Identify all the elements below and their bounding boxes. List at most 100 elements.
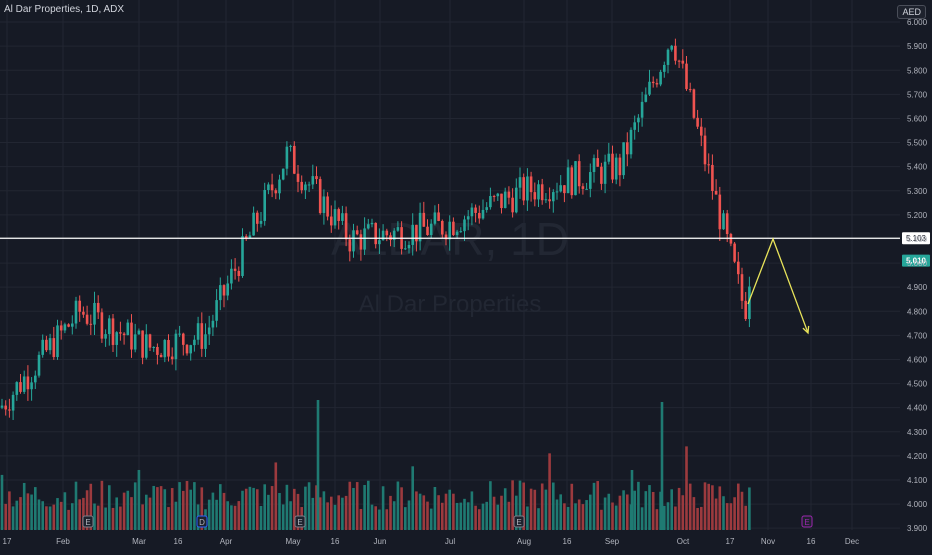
volume-bar [4,503,7,530]
candle-body [348,239,352,252]
volume-bar [344,495,348,530]
volume-bar [744,505,747,530]
volume-bar [115,497,118,530]
candle-body [692,89,696,118]
volume-bar [37,499,41,530]
candle-body [725,213,729,235]
volume-bar [548,453,551,530]
price-axis[interactable]: 6.000 5.900 5.800 5.700 5.600 5.500 5.400 5.300… [907,18,928,533]
candle-body [626,142,629,155]
candle-body [489,196,492,208]
candle-body [285,146,289,169]
candle-body [744,300,747,320]
candle-body [637,117,640,123]
candle-body [189,345,192,354]
time-axis[interactable]: 17 Feb Mar 16 Apr May 16 Jun Jul Aug 16 Sep Oct 17 Nov… [3,537,860,546]
time-tick-label: May [285,537,300,546]
level-label: 5.103 [906,234,927,243]
volume-bar [707,483,710,530]
price-tick-label: 4.300 [907,428,928,437]
volume-bar [330,496,333,530]
volume-bar [8,491,11,530]
volume-bar [263,484,266,530]
volume-bar [333,504,337,530]
currency-button[interactable]: AED [897,5,926,19]
candle-body [52,338,56,358]
volume-bar [492,496,496,530]
candle-body [278,179,281,194]
volume-bar [326,502,329,530]
time-tick-label: Nov [761,537,775,546]
volume-bar [285,484,289,530]
volume-bar [677,487,681,530]
volume-bar [570,483,574,530]
volume-bar [637,481,640,530]
candle-body [337,209,340,221]
projection-arrow[interactable] [747,237,810,335]
candle-body [444,234,448,240]
volume-bar [607,493,611,530]
volume-bar [688,483,692,530]
candle-body [85,314,89,324]
volume-bars [0,400,751,530]
candle-body [452,221,455,236]
volume-bar [418,493,422,530]
candle-body [115,332,118,345]
volume-bar [444,493,448,530]
event-badge-label: E [516,518,521,527]
event-badge [513,515,525,528]
volume-bar [133,482,137,530]
horizontal-level[interactable]: 5.103 5.010 [0,232,930,267]
volume-bar [348,481,352,530]
volume-bar [337,495,340,530]
volume-bar [63,492,67,530]
volume-bar [237,501,241,530]
last-price-label: 5.010 [906,257,927,266]
time-tick-label: Feb [56,537,70,546]
candle-body [204,334,207,349]
candle-body [648,81,651,95]
candle-body [603,161,607,184]
candle-body [548,199,551,202]
candle-body [274,190,278,194]
time-tick-label: Aug [517,537,531,546]
volume-bar [281,504,285,530]
candle-body [614,157,618,180]
candle-body [685,63,688,90]
price-tick-label: 5.400 [907,163,928,172]
candle-body [359,234,363,250]
volume-bar [141,504,144,530]
price-tick-label: 5.500 [907,139,928,148]
candle-body [515,187,518,213]
candle-body [222,285,226,296]
event-badge [294,515,306,528]
candle-body [311,176,315,185]
candle-body [463,219,466,232]
candle-body [248,235,252,239]
volume-bar [274,462,278,530]
candle-body [518,177,522,188]
volume-bar [26,493,30,530]
volume-bar [618,495,622,530]
candle-body [207,327,211,335]
volume-bar [0,474,4,530]
candle-body [448,221,451,240]
price-tick-label: 4.900 [907,283,928,292]
candle-body [659,71,662,85]
volume-bar [341,497,344,530]
chart-title: Al Dar Properties, 1D, ADX [4,4,125,15]
volume-bar [167,507,170,530]
volume-bar [270,486,274,530]
candle-body [211,320,215,328]
candle-body [326,196,329,217]
candle-body [540,184,544,201]
price-tick-label: 5.100 [907,235,928,244]
candle-body [341,213,344,221]
projection-arrowhead [802,325,810,335]
candle-body [130,322,133,350]
candle-body [485,207,488,210]
candle-body [688,89,692,91]
candles [0,38,751,420]
candle-body [11,394,15,411]
